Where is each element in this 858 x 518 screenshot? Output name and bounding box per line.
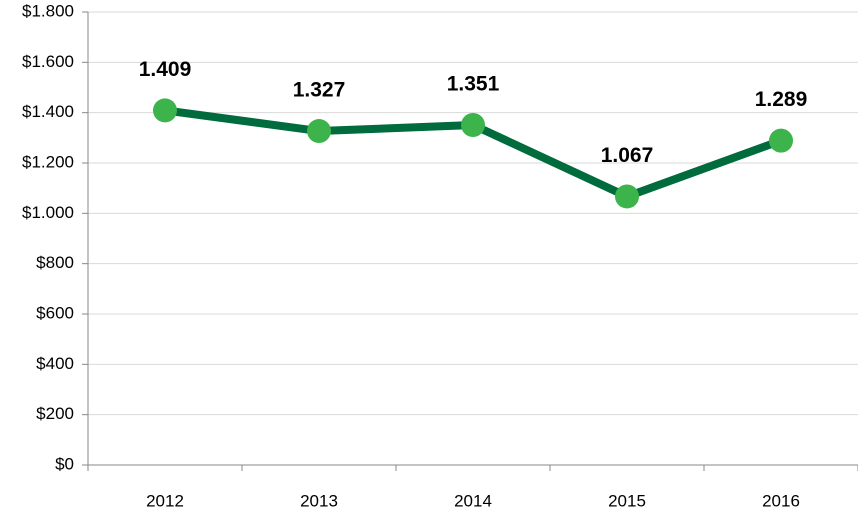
x-tick-label: 2012 [146, 491, 184, 510]
y-tick-label: $1.800 [22, 1, 74, 20]
data-label: 1.409 [139, 58, 192, 81]
y-tick-label: $1.000 [22, 203, 74, 222]
y-tick-label: $800 [36, 253, 74, 272]
marker [307, 119, 331, 144]
y-tick-label: $200 [36, 404, 74, 423]
x-tick-label: 2013 [300, 491, 338, 510]
data-label: 1.327 [293, 79, 346, 102]
y-tick-label: $1.400 [22, 102, 74, 121]
y-tick-label: $0 [55, 454, 74, 473]
y-tick-label: $400 [36, 354, 74, 373]
x-tick-label: 2016 [762, 491, 800, 510]
y-tick-label: $1.200 [22, 152, 74, 171]
data-label: 1.289 [755, 88, 808, 111]
marker [461, 112, 485, 137]
marker [769, 128, 793, 153]
marker [615, 184, 639, 209]
data-label: 1.067 [601, 144, 654, 167]
data-label: 1.351 [447, 73, 500, 96]
x-tick-label: 2015 [608, 491, 646, 510]
marker [153, 98, 177, 123]
y-tick-label: $1.600 [22, 52, 74, 71]
y-tick-label: $600 [36, 303, 74, 322]
x-tick-label: 2014 [454, 491, 492, 510]
